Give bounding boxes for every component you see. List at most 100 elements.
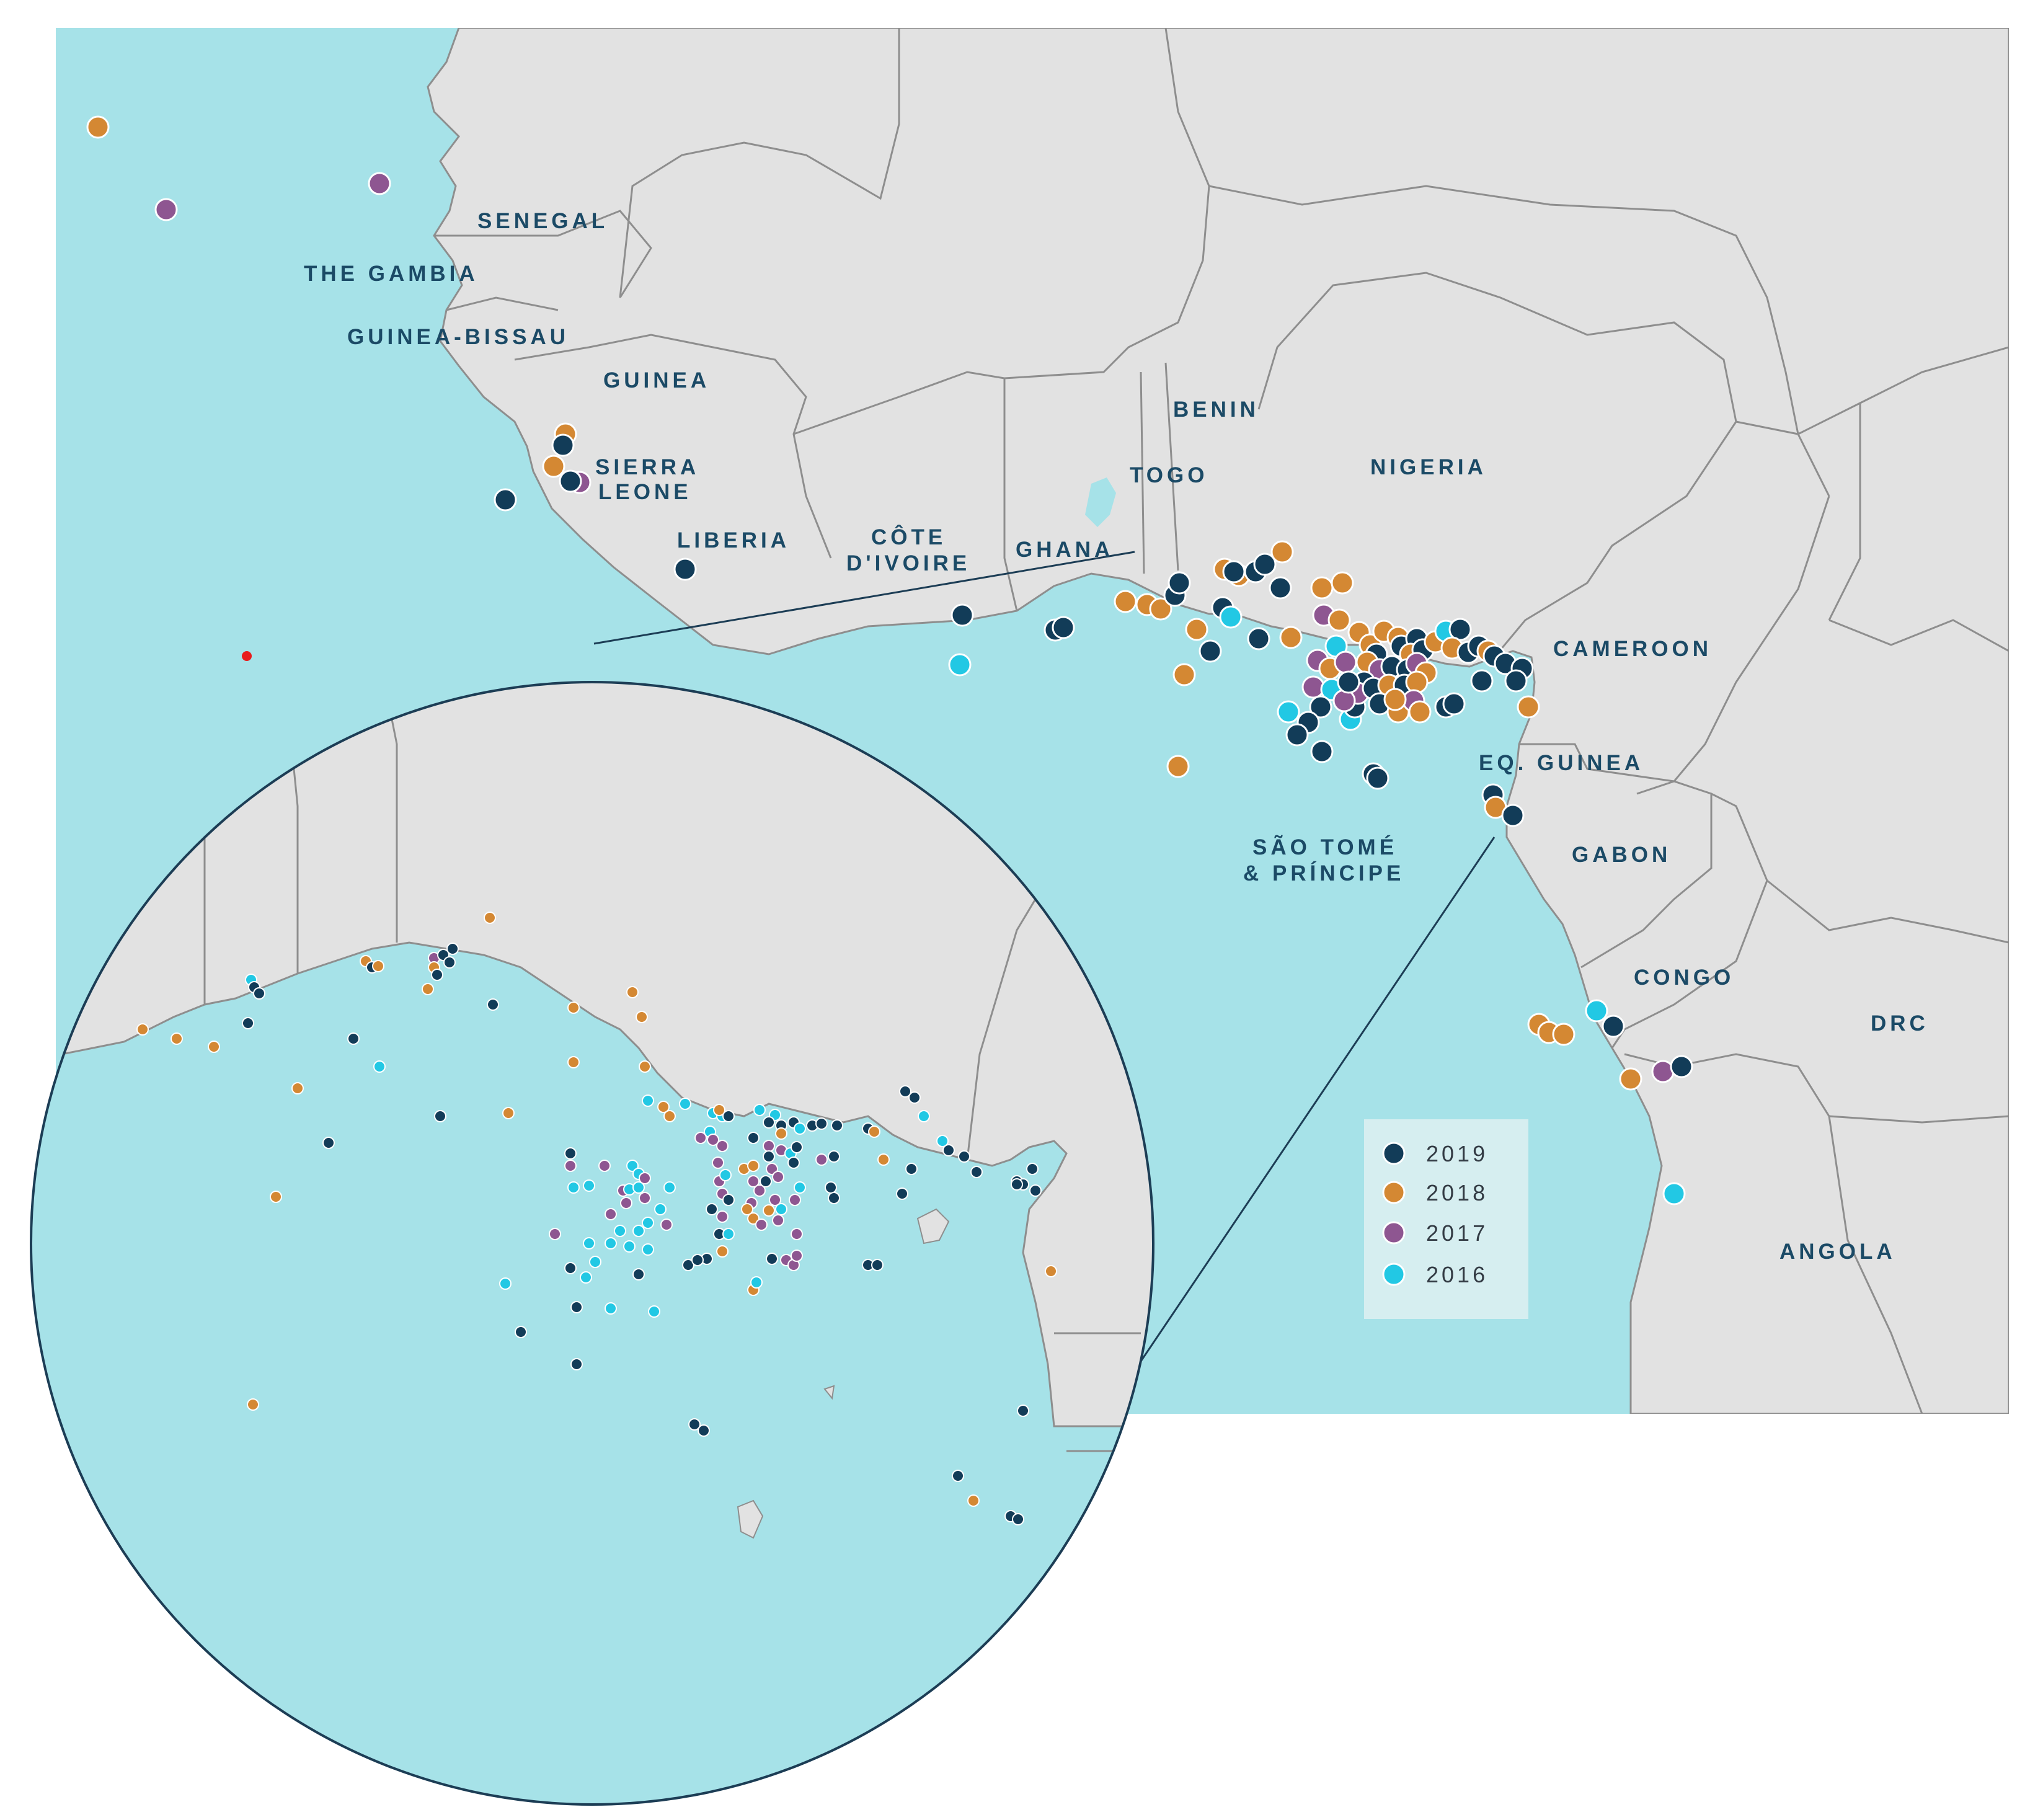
dot-2017	[1334, 650, 1357, 674]
inset-dot-2016	[648, 1305, 660, 1318]
inset-dot-2018	[639, 1060, 651, 1073]
red-marker	[242, 651, 252, 661]
dot-2019	[1253, 553, 1277, 576]
dot-2019	[1366, 766, 1389, 790]
dot-2018	[1279, 626, 1303, 649]
dot-2019	[1285, 723, 1309, 747]
inset-dot-2017	[772, 1171, 784, 1183]
label-angola: ANGOLA	[1779, 1240, 1896, 1264]
inset-dot-2016	[605, 1302, 617, 1315]
dot-2019	[1504, 669, 1528, 693]
inset-dot-2018	[747, 1160, 760, 1172]
inset-dot-2016	[753, 1104, 766, 1116]
inset-dot-2016	[567, 1181, 580, 1194]
legend-label-2016: 2016	[1426, 1262, 1488, 1287]
legend-item-2019: 2019	[1382, 1141, 1485, 1166]
dot-2018	[1310, 576, 1334, 600]
country-borders	[434, 28, 2009, 1414]
label-guinea: GUINEA	[603, 368, 710, 393]
inset-dot-2019	[632, 1268, 645, 1281]
inset-dot-2016	[654, 1203, 667, 1215]
lake-volta	[1085, 477, 1116, 527]
dot-2019	[1052, 616, 1075, 639]
inset-dot-2018	[877, 1153, 890, 1166]
inset-dot-2017	[769, 1194, 781, 1206]
legend: 2019 2018 2017 2016	[1364, 1119, 1528, 1319]
dot-2018	[1408, 700, 1432, 724]
inset-dot-2018	[171, 1032, 183, 1045]
inset-dot-2019	[1026, 1163, 1039, 1175]
inset-dot-2017	[549, 1228, 561, 1240]
inset-dot-2019	[760, 1175, 772, 1187]
dot-2019	[1670, 1055, 1693, 1078]
inset-dot-2019	[871, 1259, 884, 1271]
label-sierra: SIERRA	[595, 455, 699, 479]
inset-dot-2019	[952, 1470, 964, 1482]
inset-dot-2018	[747, 1212, 760, 1225]
inset-dot-2019	[970, 1166, 983, 1178]
inset-dot-2018	[247, 1398, 259, 1411]
inset-dot-2017	[620, 1197, 632, 1209]
label-togo: TOGO	[1130, 463, 1208, 487]
inset-dot-2016	[580, 1271, 592, 1284]
dot-2018	[1270, 540, 1294, 564]
inset-dot-2017	[605, 1208, 617, 1220]
inset-dot-2016	[623, 1240, 636, 1253]
inset-dot-2019	[896, 1187, 908, 1200]
dot-2019	[1470, 669, 1494, 693]
inset-dot-2016	[663, 1181, 676, 1194]
dot-2018	[86, 115, 110, 139]
inset-dot-2016	[632, 1225, 645, 1237]
country-labels: SENEGAL THE GAMBIA GUINEA-BISSAU GUINEA …	[304, 209, 1925, 1264]
label-liberia: LIBERIA	[677, 528, 790, 553]
label-senegal: SENEGAL	[477, 209, 608, 233]
inset-dot-2019	[831, 1119, 843, 1132]
legend-label-2017: 2017	[1426, 1220, 1488, 1246]
dot-2019	[1222, 560, 1246, 584]
inset-dot-2016	[794, 1181, 806, 1194]
inset-dot-2019	[322, 1137, 335, 1149]
inset-dot-2018	[657, 1101, 670, 1113]
inset-dot-2019	[722, 1110, 735, 1122]
inset-dot-2019	[443, 956, 456, 969]
inset-dot-2016	[775, 1203, 787, 1215]
inset-dot-2016	[642, 1094, 654, 1107]
dot-2017	[368, 172, 391, 195]
inset-dot-2017	[639, 1172, 651, 1184]
inset-dot-2019	[242, 1017, 254, 1029]
inset-dot-2018	[663, 1110, 676, 1122]
inset-dot-2017	[712, 1156, 724, 1169]
inset-dot-2018	[713, 1104, 725, 1116]
dot-2018	[1166, 755, 1190, 778]
dot-2016	[1585, 999, 1608, 1023]
dot-2019	[1269, 576, 1292, 600]
inset-dot-2018	[775, 1127, 787, 1140]
inset-dot-2019	[825, 1181, 837, 1194]
dot-2019	[1442, 692, 1466, 716]
inset-dot-2019	[747, 1132, 760, 1144]
dot-2018	[1552, 1023, 1575, 1046]
inset-dot-2016	[626, 1160, 639, 1172]
inset-dot-2019	[487, 998, 499, 1011]
inset-dot-2017	[763, 1140, 775, 1152]
inset-dot-2018	[1045, 1265, 1057, 1277]
inset-dot-2018	[567, 1056, 580, 1068]
inset-island-2	[823, 1385, 835, 1400]
inset-dot-2016	[750, 1276, 763, 1289]
legend-swatch-2019	[1382, 1142, 1406, 1165]
inset-dot-2016	[499, 1277, 512, 1290]
inset-dot-2016	[722, 1228, 735, 1240]
inset-dot-2018	[208, 1041, 220, 1053]
dot-2017	[154, 198, 178, 221]
zoom-connectors	[593, 551, 1496, 1373]
label-leone: LEONE	[598, 480, 692, 504]
label-gabon: GABON	[1572, 843, 1671, 867]
dot-2019	[673, 557, 697, 581]
main-incident-dots	[86, 115, 1693, 1205]
inset-dot-2019	[905, 1163, 918, 1175]
connector-line-bottom	[1132, 837, 1496, 1373]
dot-2019	[1602, 1014, 1625, 1038]
inset-dot-2019	[1012, 1513, 1024, 1525]
inset-dot-2019	[958, 1150, 970, 1163]
